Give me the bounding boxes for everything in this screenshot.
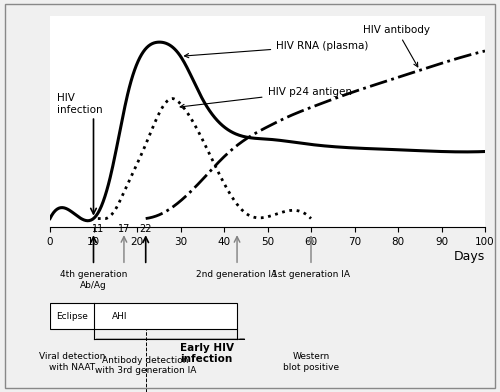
Text: 17: 17 bbox=[118, 224, 130, 234]
Text: 4th generation
Ab/Ag: 4th generation Ab/Ag bbox=[60, 270, 127, 290]
Text: 11: 11 bbox=[92, 224, 104, 234]
Text: Western
blot positive: Western blot positive bbox=[283, 352, 339, 372]
X-axis label: Days: Days bbox=[454, 250, 485, 263]
Text: HIV
infection: HIV infection bbox=[56, 93, 102, 115]
Text: HIV antibody: HIV antibody bbox=[363, 25, 430, 67]
Text: 2nd generation IA: 2nd generation IA bbox=[196, 270, 278, 279]
Text: 1st generation IA: 1st generation IA bbox=[272, 270, 350, 279]
Text: Viral detection
with NAAT: Viral detection with NAAT bbox=[38, 352, 105, 372]
Text: HIV RNA (plasma): HIV RNA (plasma) bbox=[184, 41, 368, 58]
Bar bbox=[50, 303, 237, 329]
Text: 22: 22 bbox=[140, 224, 152, 234]
Text: Antibody detection
with 3rd generation IA: Antibody detection with 3rd generation I… bbox=[95, 356, 196, 375]
Text: Eclipse: Eclipse bbox=[56, 312, 88, 321]
Text: AHI: AHI bbox=[112, 312, 128, 321]
Text: Early HIV
infection: Early HIV infection bbox=[180, 343, 234, 364]
Text: HIV p24 antigen: HIV p24 antigen bbox=[180, 87, 352, 109]
